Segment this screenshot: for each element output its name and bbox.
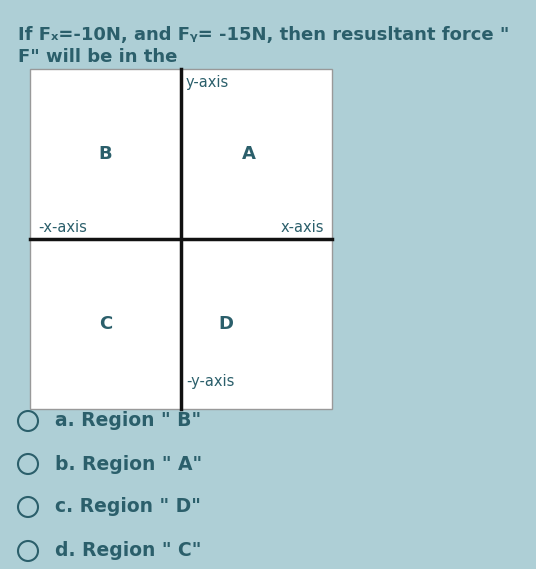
Text: F" will be in the: F" will be in the: [18, 48, 177, 66]
Text: A: A: [242, 145, 256, 163]
Text: C: C: [99, 315, 112, 333]
Bar: [30, 69, 332, 409]
Text: -x-axis: -x-axis: [38, 220, 87, 235]
Text: B: B: [99, 145, 113, 163]
Text: c. Region " D": c. Region " D": [55, 497, 201, 517]
Text: d. Region " C": d. Region " C": [55, 542, 202, 560]
Text: b. Region " A": b. Region " A": [55, 455, 202, 473]
Text: a. Region " B": a. Region " B": [55, 411, 201, 431]
Text: D: D: [219, 315, 234, 333]
Text: -y-axis: -y-axis: [186, 374, 234, 389]
Text: x-axis: x-axis: [280, 220, 324, 235]
Text: y-axis: y-axis: [186, 75, 229, 90]
Text: If Fₓ=-10N, and Fᵧ= -15N, then resusltant force ": If Fₓ=-10N, and Fᵧ= -15N, then resusltan…: [18, 26, 509, 44]
